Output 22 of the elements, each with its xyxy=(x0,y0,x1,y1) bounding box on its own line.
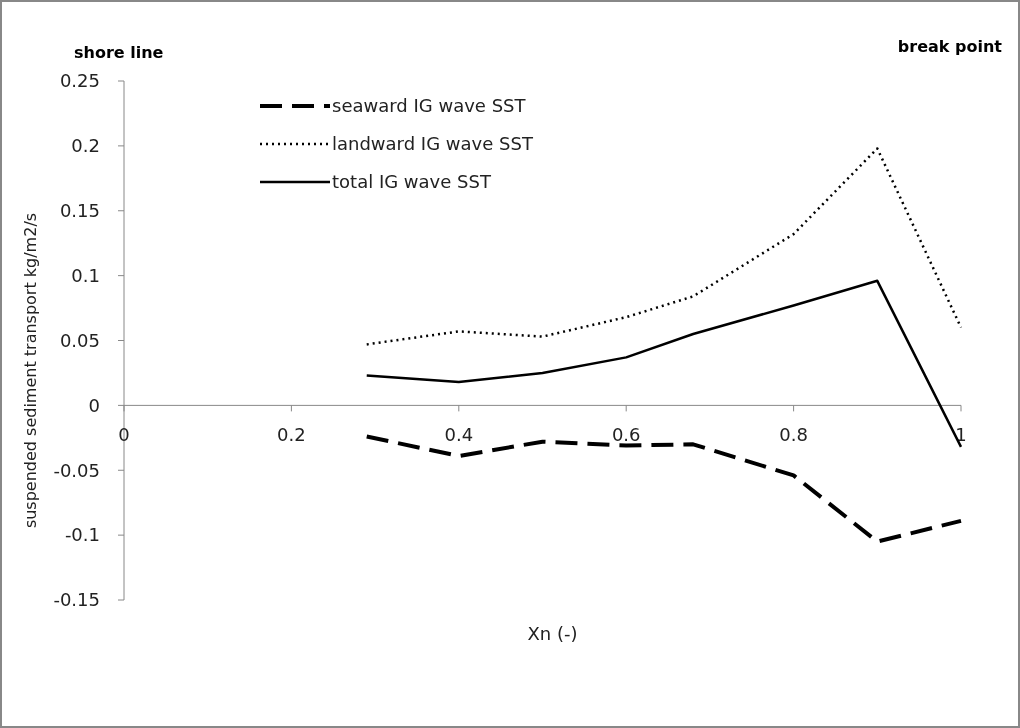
legend-label: total IG wave SST xyxy=(332,171,492,193)
text: break point xyxy=(897,37,1003,56)
x-tick-label: 0.4 xyxy=(444,424,474,446)
y-tick-label: 0.2 xyxy=(71,135,100,157)
y-tick-label: 0 xyxy=(88,394,100,416)
y-tick-label: 0.05 xyxy=(59,329,100,351)
y-tick-label: -0.05 xyxy=(53,459,100,481)
y-tick-label: -0.1 xyxy=(64,524,100,546)
line-series xyxy=(365,279,963,449)
x-axis-title: Xn (-) xyxy=(527,623,578,644)
x-tick-label: 0.8 xyxy=(779,424,808,446)
text: shore line xyxy=(74,43,164,62)
y-axis-title: suspended sediment transport kg/m2/s xyxy=(21,212,40,529)
y-tick-label: -0.15 xyxy=(53,589,100,611)
y-tick-label: 0.1 xyxy=(71,264,100,286)
x-tick-label: 0.2 xyxy=(277,424,306,446)
y-tick-label: 0.25 xyxy=(59,70,100,92)
y-tick-label: 0.15 xyxy=(59,200,100,222)
x-tick-label: 0.6 xyxy=(611,424,641,446)
x-tick-label: 0 xyxy=(118,424,130,446)
legend-label: landward IG wave SST xyxy=(332,133,534,155)
legend-label: seaward IG wave SST xyxy=(332,95,527,117)
